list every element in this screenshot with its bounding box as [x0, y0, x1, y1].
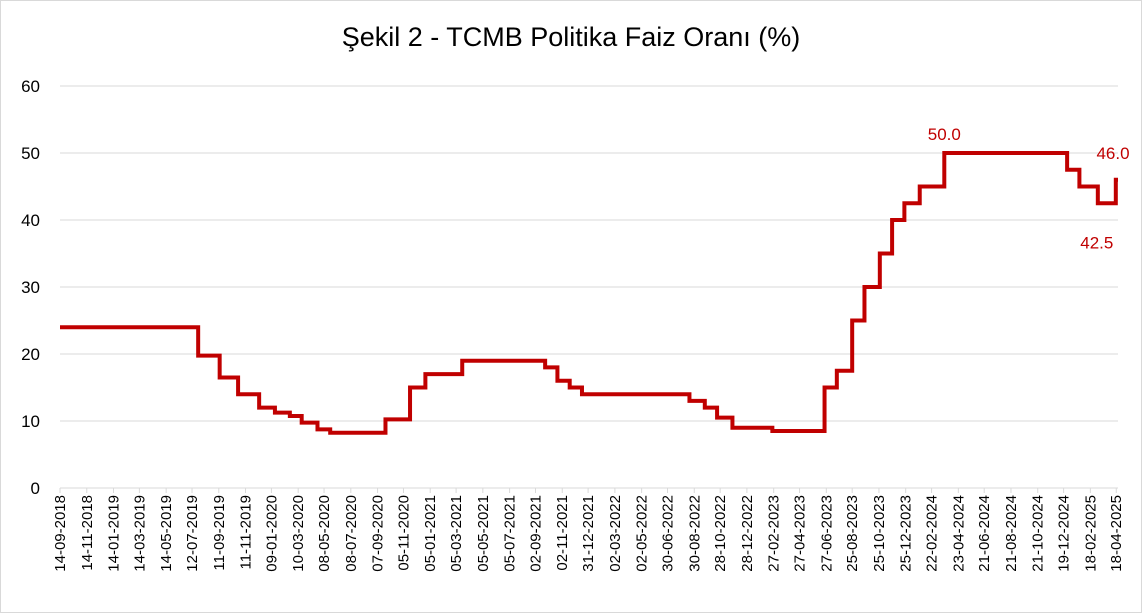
x-tick-label: 25-08-2023: [844, 495, 861, 572]
x-axis: 14-09-2018 14-11-2018 14-01-2019 14-03-2019…: [52, 488, 1125, 572]
x-tick-label: 28-10-2022: [712, 495, 729, 572]
series-group: [60, 151, 1118, 435]
data-labels: 50.0 42.5 46.0: [928, 125, 1130, 252]
x-tick-label: 02-03-2022: [607, 495, 624, 572]
x-tick-label: 28-12-2022: [739, 495, 756, 572]
x-tick-label: 31-12-2021: [580, 495, 597, 572]
x-tick-label: 25-10-2023: [871, 495, 888, 572]
data-label-46.0: 46.0: [1096, 144, 1129, 163]
y-axis: 0 10 20 30 40 50 60: [21, 77, 40, 498]
gridlines: [60, 85, 1118, 489]
x-tick-label: 09-01-2020: [263, 495, 280, 572]
y-tick-label-0: 0: [31, 479, 40, 498]
x-tick-label: 10-03-2020: [290, 495, 307, 572]
x-tick-label: 14-05-2019: [158, 495, 175, 572]
x-tick-label: 14-11-2018: [79, 495, 96, 571]
y-tick-label-30: 30: [21, 278, 40, 297]
x-tick-label: 27-06-2023: [818, 495, 835, 572]
x-tick-label: 14-03-2019: [131, 495, 148, 572]
x-tick-label: 11-11-2019: [238, 495, 255, 570]
y-tick-label-20: 20: [21, 345, 40, 364]
x-tick-label: 05-03-2021: [448, 495, 465, 572]
x-tick-label: 02-05-2022: [634, 495, 651, 572]
y-tick-label-10: 10: [21, 412, 40, 431]
x-tick-label: 18-02-2025: [1082, 495, 1099, 572]
x-tick-label: 08-07-2020: [343, 495, 360, 572]
y-tick-label-60: 60: [21, 77, 40, 96]
x-tick-label: 21-08-2024: [1003, 495, 1020, 572]
x-tick-label: 30-06-2022: [660, 495, 677, 572]
x-tick-label: 25-12-2023: [898, 495, 915, 572]
x-tick-label: 07-09-2020: [370, 495, 387, 572]
policy-rate-line: [60, 151, 1118, 435]
x-tick-label: 19-12-2024: [1056, 495, 1073, 572]
data-label-42.5: 42.5: [1080, 233, 1113, 252]
data-label-50.0: 50.0: [928, 125, 961, 144]
x-tick-label: 27-02-2023: [766, 495, 783, 572]
x-tick-label: 21-10-2024: [1030, 495, 1047, 572]
x-tick-label: 02-11-2021: [554, 495, 571, 571]
x-tick-label: 05-07-2021: [502, 495, 519, 572]
y-tick-label-40: 40: [21, 211, 40, 230]
x-tick-label: 08-05-2020: [316, 495, 333, 572]
x-tick-label: 18-04-2025: [1108, 495, 1125, 572]
x-tick-label: 14-01-2019: [106, 495, 123, 572]
x-tick-label: 21-06-2024: [976, 495, 993, 572]
chart-title: Şekil 2 - TCMB Politika Faiz Oranı (%): [341, 22, 801, 52]
x-tick-label: 02-09-2021: [527, 495, 544, 572]
x-tick-label: 11-09-2019: [211, 495, 228, 571]
x-tick-label: 05-11-2020: [395, 495, 412, 571]
y-tick-label-50: 50: [21, 144, 40, 163]
x-tick-label: 22-02-2024: [924, 495, 941, 572]
x-tick-label: 30-08-2022: [686, 495, 703, 572]
x-tick-label: 14-09-2018: [52, 495, 69, 572]
x-tick-label: 12-07-2019: [184, 495, 201, 572]
x-tick-label: 05-05-2021: [475, 495, 492, 572]
x-tick-label: 27-04-2023: [792, 495, 809, 572]
x-tick-label: 05-01-2021: [422, 495, 439, 572]
x-tick-label: 23-04-2024: [950, 495, 967, 572]
